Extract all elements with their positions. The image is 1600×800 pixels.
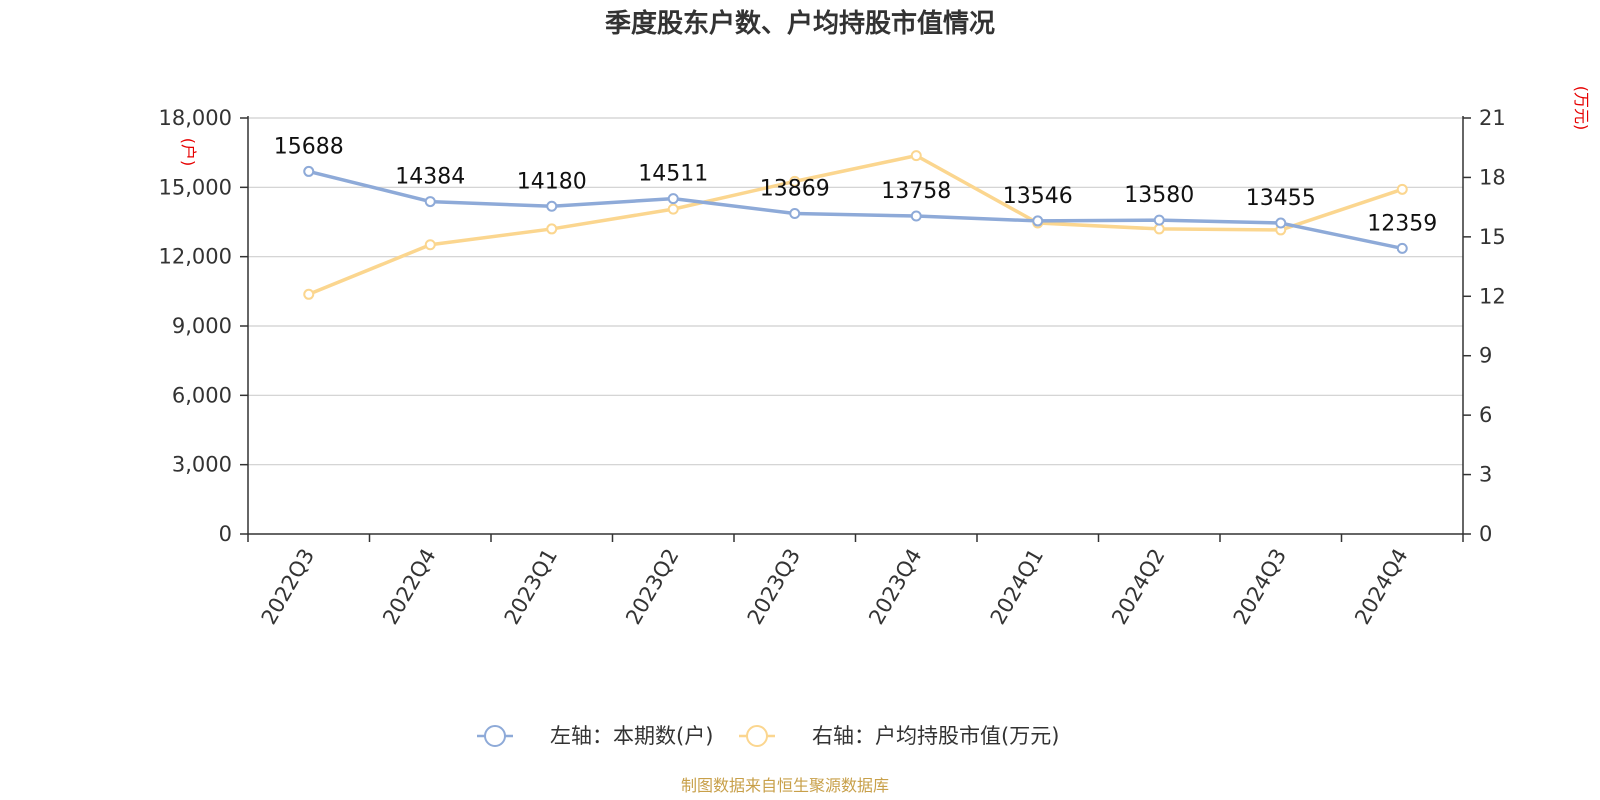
right-tick-label: 12 — [1479, 284, 1506, 308]
x-tick-label: 2022Q3 — [257, 545, 319, 629]
series-line-left — [308, 169, 1403, 251]
x-tick-label: 2024Q4 — [1350, 545, 1412, 629]
data-label: 14180 — [517, 169, 587, 194]
right-tick-label: 18 — [1479, 165, 1506, 189]
x-tick-label: 2023Q1 — [500, 545, 562, 629]
data-point-right — [789, 175, 801, 187]
data-point-left — [424, 196, 436, 208]
right-tick-label: 21 — [1479, 106, 1506, 130]
right-tick-label: 0 — [1479, 522, 1492, 546]
legend-swatch-circle — [484, 725, 506, 747]
data-point-right — [910, 150, 922, 162]
data-point-left — [1396, 242, 1408, 254]
data-point-left — [546, 200, 558, 212]
series-layer — [303, 150, 1408, 300]
legend-item[interactable]: 左轴：本期数(户) — [477, 724, 713, 748]
right-tick-label: 9 — [1479, 344, 1492, 368]
data-label: 13758 — [881, 179, 951, 204]
left-tick-label: 12,000 — [159, 245, 232, 269]
series-line-right — [308, 153, 1403, 296]
data-point-left — [303, 165, 315, 177]
data-point-left — [789, 207, 801, 219]
data-point-left — [1032, 215, 1044, 227]
chart-title: 季度股东户数、户均持股市值情况 — [605, 8, 995, 39]
legend-swatch-circle — [746, 725, 768, 747]
right-tick-label: 6 — [1479, 403, 1492, 427]
data-point-left — [667, 193, 679, 205]
left-tick-label: 0 — [219, 522, 232, 546]
x-tick-label: 2023Q3 — [743, 545, 805, 629]
x-tick-label: 2024Q2 — [1107, 545, 1169, 629]
x-tick-label: 2024Q1 — [986, 545, 1048, 629]
data-label: 12359 — [1367, 211, 1437, 236]
data-point-right — [303, 288, 315, 300]
data-point-left — [1153, 214, 1165, 226]
right-tick-label: 3 — [1479, 463, 1492, 487]
x-tick-label: 2024Q3 — [1229, 545, 1291, 629]
data-label: 14511 — [638, 162, 708, 187]
source-note: 制图数据来自恒生聚源数据库 — [681, 776, 889, 795]
data-point-right — [1153, 223, 1165, 235]
grid-lines — [248, 117, 1463, 466]
data-labels: 15688 14384 14180 14511 13869 13758 13546 13580… — [274, 134, 1438, 236]
left-tick-label: 3,000 — [172, 453, 232, 477]
data-label: 13869 — [760, 176, 830, 201]
data-point-right — [424, 239, 436, 251]
data-point-left — [1275, 217, 1287, 229]
data-point-right — [667, 203, 679, 215]
x-tick-label: 2023Q4 — [864, 545, 926, 629]
left-tick-label: 6,000 — [172, 383, 232, 407]
legend-label: 右轴：户均持股市值(万元) — [812, 724, 1059, 748]
data-label: 13580 — [1124, 183, 1194, 208]
legend-item[interactable]: 右轴：户均持股市值(万元) — [739, 724, 1059, 748]
data-point-right — [1396, 183, 1408, 195]
data-label: 13455 — [1246, 186, 1316, 211]
left-tick-label: 15,000 — [159, 175, 232, 199]
data-label: 13546 — [1003, 184, 1073, 209]
left-axis-unit: (户) — [179, 138, 198, 167]
data-label: 15688 — [274, 134, 344, 159]
right-axis-ticks: 0 3 6 9 12 15 18 21 — [1463, 106, 1506, 546]
x-axis-ticks: 2022Q3 2022Q4 2023Q1 2023Q2 2023Q3 2023Q4 2024… — [247, 534, 1464, 629]
legend[interactable]: 左轴：本期数(户) 右轴：户均持股市值(万元) — [477, 724, 1059, 748]
x-tick-label: 2023Q2 — [621, 545, 683, 629]
left-tick-label: 9,000 — [172, 314, 232, 338]
x-tick-label: 2022Q4 — [378, 545, 440, 629]
left-tick-label: 18,000 — [159, 106, 232, 130]
data-point-right — [546, 223, 558, 235]
right-axis-unit: (万元) — [1572, 86, 1591, 131]
left-axis-ticks: 0 3,000 6,000 9,000 12,000 15,000 18,000 — [159, 106, 248, 546]
data-label: 14384 — [395, 165, 465, 190]
right-tick-label: 15 — [1479, 225, 1506, 249]
legend-label: 左轴：本期数(户) — [550, 724, 713, 748]
data-point-left — [910, 210, 922, 222]
